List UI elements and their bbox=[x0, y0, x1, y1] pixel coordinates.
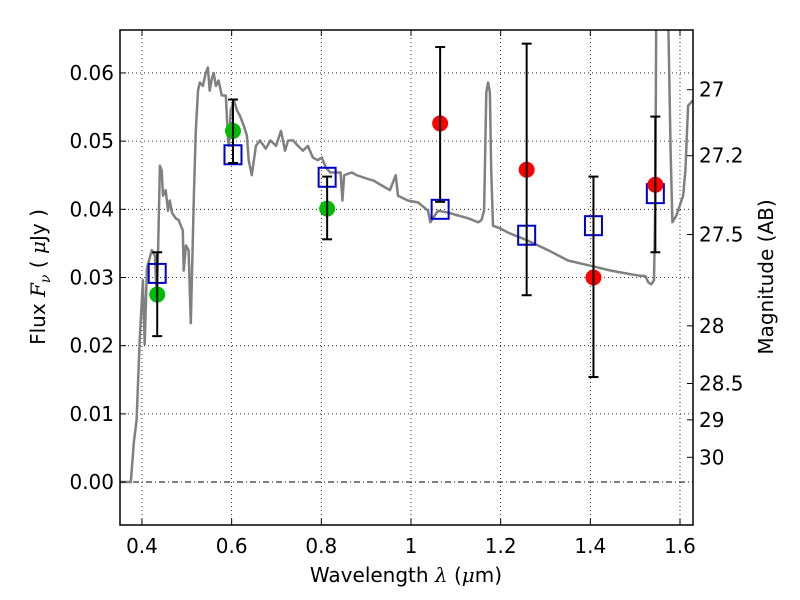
x-tick-label: 1.4 bbox=[574, 534, 606, 558]
y2-tick-label: 27 bbox=[699, 78, 724, 102]
y-tick-label: 0.05 bbox=[69, 129, 114, 153]
y2-axis-label: Magnitude (AB) bbox=[754, 199, 778, 354]
x-axis-label: Wavelength λ (μm) bbox=[310, 563, 502, 587]
y2-tick-label: 27.5 bbox=[699, 222, 744, 246]
y-tick-label: 0.01 bbox=[69, 402, 114, 426]
plot-frame bbox=[119, 29, 694, 526]
x-tick-label: 0.4 bbox=[126, 534, 158, 558]
x-axis: 0.4 0.6 0.8 1 1.2 1.4 1.6 bbox=[126, 30, 696, 558]
y2-axis-magnitude: 27 27.2 27.5 28 28.5 29 30 bbox=[687, 78, 744, 469]
y2-tick-label: 29 bbox=[699, 408, 724, 432]
x-tick-label: 1 bbox=[405, 534, 418, 558]
x-tick-label: 0.8 bbox=[305, 534, 337, 558]
y2-tick-label: 28.5 bbox=[699, 371, 744, 395]
y-tick-label: 0.06 bbox=[69, 61, 114, 85]
plot-content bbox=[120, 30, 693, 484]
spectrum-line bbox=[120, 30, 693, 484]
x-tick-label: 0.6 bbox=[216, 534, 248, 558]
x-tick-label: 1.6 bbox=[664, 534, 696, 558]
y-tick-label: 0.00 bbox=[69, 470, 114, 494]
y-axis-label: Flux Fν ( μJy ) bbox=[26, 209, 54, 345]
x-tick-label: 1.2 bbox=[485, 534, 517, 558]
y-axis: 0.00 0.01 0.02 0.03 0.04 0.05 0.06 bbox=[69, 61, 126, 494]
y2-tick-label: 30 bbox=[699, 445, 724, 469]
grid-lines bbox=[120, 30, 693, 525]
y2-tick-label: 27.2 bbox=[699, 144, 744, 168]
y-tick-label: 0.02 bbox=[69, 334, 114, 358]
y2-tick-label: 28 bbox=[699, 314, 724, 338]
y-tick-label: 0.04 bbox=[69, 197, 114, 221]
y-tick-label: 0.03 bbox=[69, 266, 114, 290]
